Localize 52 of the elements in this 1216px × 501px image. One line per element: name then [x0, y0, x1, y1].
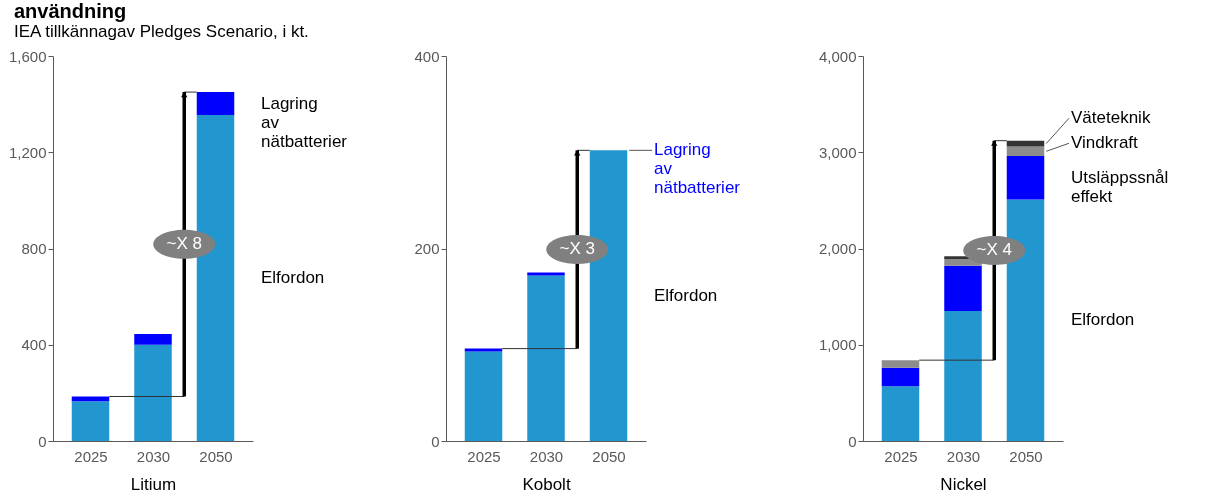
annotation: ~X 3 — [559, 239, 595, 259]
y-tick-label: 0 — [431, 432, 440, 450]
y-tick-label: 1,000 — [818, 336, 857, 354]
series-label: Elfordon — [1071, 310, 1135, 330]
x-axis-title: Litium — [130, 474, 177, 494]
y-tick-label: 3,000 — [818, 143, 857, 161]
y-tick-label: 800 — [21, 240, 47, 257]
bar — [134, 333, 172, 345]
y-tick-label: 1,600 — [8, 47, 47, 65]
x-tick-label: 2030 — [946, 447, 981, 465]
bar — [196, 92, 235, 115]
text: Lagring av nätbatterier — [654, 140, 741, 198]
bar — [1006, 146, 1045, 157]
series-label: Elfordon — [654, 285, 718, 305]
series-label: Elfordon — [261, 267, 325, 287]
bar — [71, 396, 110, 402]
y-tick-label: 0 — [848, 432, 857, 450]
annotation: ~X 4 — [976, 240, 1012, 260]
bar — [527, 275, 565, 441]
y-tick-label: 400 — [414, 47, 440, 65]
x-tick-label: 2050 — [1009, 447, 1043, 465]
y-tick-label: 200 — [414, 240, 440, 257]
bar — [1006, 156, 1045, 200]
annotation: ~X 8 — [166, 234, 202, 254]
x-tick-label: 2030 — [529, 447, 564, 465]
x-tick-label: 2050 — [592, 447, 626, 465]
bar — [944, 259, 982, 266]
y-tick-label: 400 — [21, 336, 47, 354]
bar — [944, 311, 982, 441]
x-axis-title: Kobolt — [522, 474, 571, 494]
bar — [464, 351, 503, 441]
chart-title: användning — [14, 0, 128, 22]
bar — [881, 367, 920, 387]
x-tick-label: 2025 — [467, 447, 501, 465]
bar — [71, 401, 110, 441]
series-label: Väteteknik — [1071, 108, 1151, 128]
bar — [134, 344, 172, 441]
x-tick-label: 2050 — [199, 447, 233, 465]
chart-subtitle: IEA tillkännagav Pledges Scenario, i kt. — [14, 22, 310, 41]
y-tick-label: 4,000 — [818, 47, 857, 65]
y-tick-label: 0 — [38, 432, 47, 450]
x-axis-title: Nickel — [940, 474, 987, 494]
x-tick-label: 2025 — [74, 447, 108, 465]
bar — [881, 386, 920, 441]
x-tick-label: 2030 — [136, 447, 171, 465]
bar — [881, 360, 920, 368]
series-label: Lagring av nätbatterier — [261, 93, 348, 151]
series-label: Vindkraft — [1071, 133, 1139, 153]
x-tick-label: 2025 — [884, 447, 918, 465]
y-tick-label: 1,200 — [8, 143, 47, 161]
series-label: Utsläppssnål effekt — [1071, 167, 1169, 206]
y-tick-label: 2,000 — [818, 240, 857, 257]
